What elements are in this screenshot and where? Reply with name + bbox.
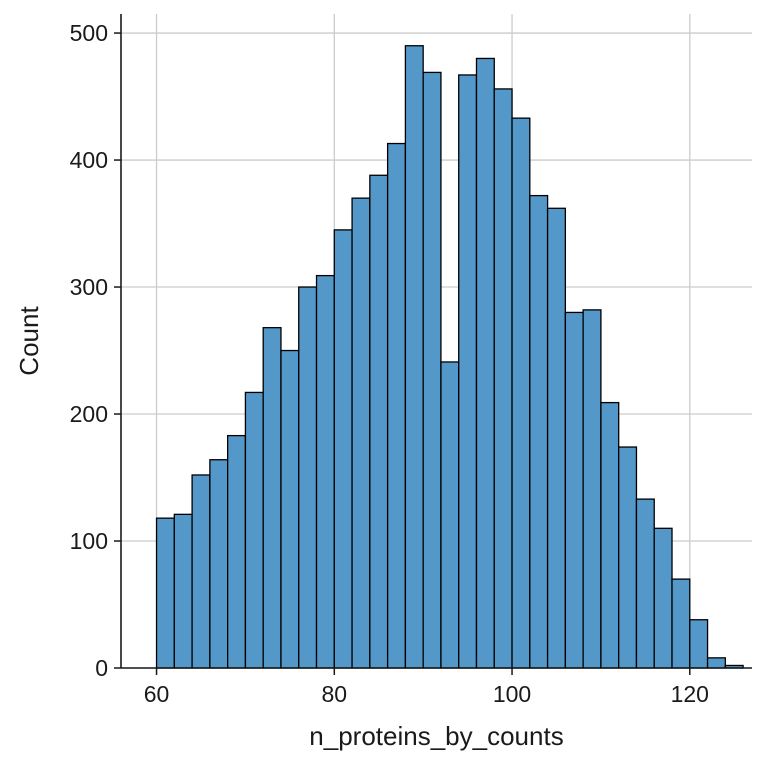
histogram-bars [155,45,744,669]
histogram-bar [369,174,389,669]
histogram-bar [209,459,229,669]
histogram-bar [671,578,691,669]
y-tick-label: 400 [70,147,108,173]
y-tick-label: 300 [70,274,108,300]
histogram-bar [298,286,318,669]
histogram-bar [706,657,726,669]
histogram-bar [635,498,655,669]
histogram-bar [582,309,602,669]
histogram-bar [422,71,442,669]
histogram-bar [244,391,264,669]
histogram-bar [511,117,531,669]
histogram-bar [458,74,478,669]
histogram-bar [351,197,371,669]
histogram-bar [173,513,193,669]
histogram-bar [226,434,247,669]
y-axis-label: Count [14,306,44,376]
x-axis-label: n_proteins_by_counts [309,721,563,751]
histogram-bar [333,229,353,669]
histogram-bar [529,194,549,669]
histogram-bar [191,474,211,669]
x-tick-label: 120 [671,681,709,707]
histogram-bar [475,57,495,669]
axes [120,14,752,669]
histogram-bar [155,517,175,669]
histogram-bar [600,401,620,669]
x-tick-label: 100 [493,681,531,707]
histogram-bar [440,361,460,669]
histogram-bar [280,349,300,669]
x-tick-label: 80 [321,681,347,707]
histogram-bar [546,207,567,669]
y-tick-label: 500 [70,20,108,46]
y-tick-label: 0 [95,655,108,681]
axis-ticks: 60 80 100 120 0 100 200 300 400 500 [70,20,709,707]
histogram-bar [386,142,407,669]
histogram-bar [618,446,638,669]
y-tick-label: 100 [70,528,108,554]
histogram-bar [689,619,709,669]
histogram-bar [653,527,673,669]
x-tick-label: 60 [144,681,170,707]
histogram-bar [404,45,424,669]
histogram-bar [564,311,584,669]
y-tick-label: 200 [70,401,108,427]
histogram-bar [315,274,335,669]
histogram-bar [262,327,282,669]
histogram-bar [493,88,513,669]
